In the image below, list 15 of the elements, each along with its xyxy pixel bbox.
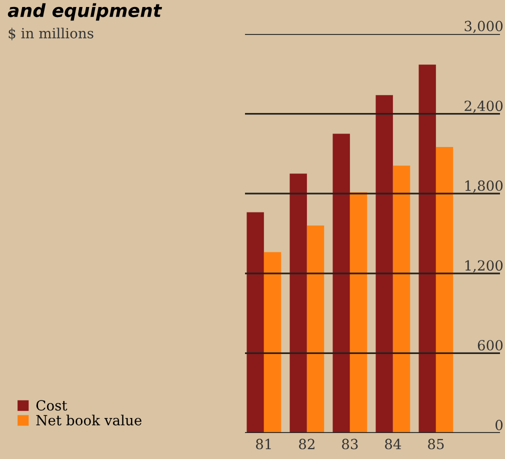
text: $ in millions: [8, 28, 94, 40]
legend-label: Cost: [36, 400, 68, 411]
legend-label: Net book value: [36, 414, 142, 426]
y-tick-label: 1,800: [465, 180, 503, 193]
y-tick-label: 2,400: [464, 100, 503, 113]
text: and equipment: [8, 3, 162, 21]
x-tick-label: 83: [342, 438, 358, 450]
y-tick-label: 600: [478, 340, 503, 351]
x-tick-label: 85: [428, 438, 444, 450]
x-tick-label: 84: [385, 438, 402, 450]
x-tick-label: 82: [299, 438, 314, 450]
y-tick-label: 1,200: [465, 260, 503, 272]
y-tick-label: 3,000: [464, 20, 503, 34]
y-tick-label: 0: [496, 420, 503, 430]
x-tick-label: 81: [256, 438, 271, 450]
